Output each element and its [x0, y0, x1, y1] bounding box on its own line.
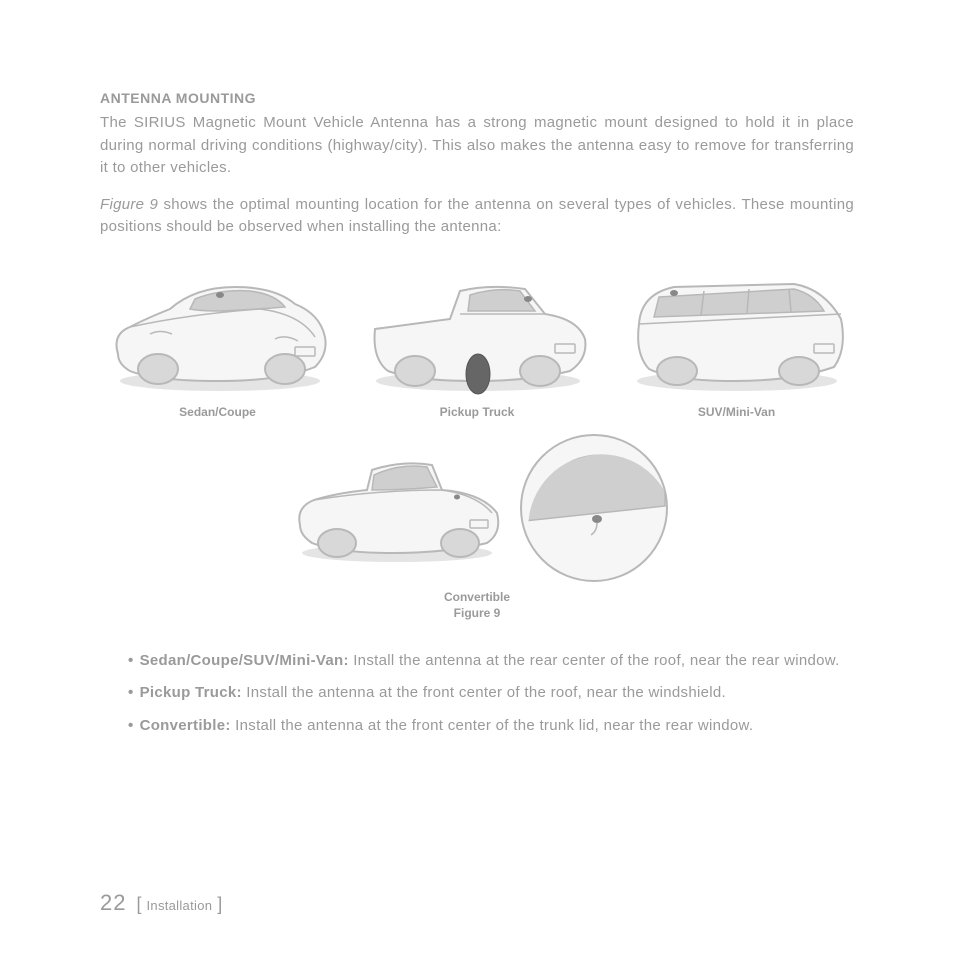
sedan-icon	[100, 259, 335, 399]
convertible-zoom-icon	[517, 431, 672, 586]
figure-label: Figure 9	[100, 606, 854, 620]
bullet-rest: Install the antenna at the front center …	[231, 717, 754, 734]
bullet-dot-icon: •	[128, 684, 140, 701]
vehicle-convertible	[282, 435, 507, 581]
convertible-icon	[282, 435, 507, 575]
vehicle-pickup: Pickup Truck	[360, 259, 595, 419]
pickup-label: Pickup Truck	[440, 405, 515, 419]
bullet-lead: Pickup Truck:	[140, 684, 242, 701]
bullet-rest: Install the antenna at the front center …	[242, 684, 726, 701]
vehicle-row-1: Sedan/Coupe Pickup Truck S	[100, 259, 854, 419]
figure-ref: Figure 9	[100, 196, 158, 213]
vehicle-suv: SUV/Mini-Van	[619, 259, 854, 419]
bullet-item: •Sedan/Coupe/SUV/Mini-Van: Install the a…	[100, 650, 854, 673]
vehicle-row-2	[100, 431, 854, 586]
paragraph-2: Figure 9 shows the optimal mounting loca…	[100, 194, 854, 239]
paragraph-1: The SIRIUS Magnetic Mount Vehicle Antenn…	[100, 112, 854, 180]
suv-label: SUV/Mini-Van	[698, 405, 775, 419]
footer-section-text: Installation	[147, 898, 213, 913]
bullet-item: •Pickup Truck: Install the antenna at th…	[100, 682, 854, 705]
bullet-dot-icon: •	[128, 652, 140, 669]
bullet-lead: Sedan/Coupe/SUV/Mini-Van:	[140, 652, 349, 669]
bullet-lead: Convertible:	[140, 717, 231, 734]
page-footer: 22 [ Installation ]	[100, 890, 222, 916]
page-number: 22	[100, 890, 126, 916]
bullet-rest: Install the antenna at the rear center o…	[349, 652, 840, 669]
bullet-list: •Sedan/Coupe/SUV/Mini-Van: Install the a…	[100, 650, 854, 738]
footer-section: [ Installation ]	[136, 894, 222, 915]
sedan-label: Sedan/Coupe	[179, 405, 256, 419]
bracket-close-icon: ]	[212, 894, 222, 914]
bullet-dot-icon: •	[128, 717, 140, 734]
bullet-item: •Convertible: Install the antenna at the…	[100, 715, 854, 738]
suv-icon	[619, 259, 854, 399]
convertible-label: Convertible	[100, 590, 854, 604]
paragraph-2-rest: shows the optimal mounting location for …	[100, 196, 854, 236]
vehicle-sedan: Sedan/Coupe	[100, 259, 335, 419]
pickup-icon	[360, 259, 595, 399]
bracket-open-icon: [	[136, 894, 146, 914]
section-heading: ANTENNA MOUNTING	[100, 90, 854, 106]
